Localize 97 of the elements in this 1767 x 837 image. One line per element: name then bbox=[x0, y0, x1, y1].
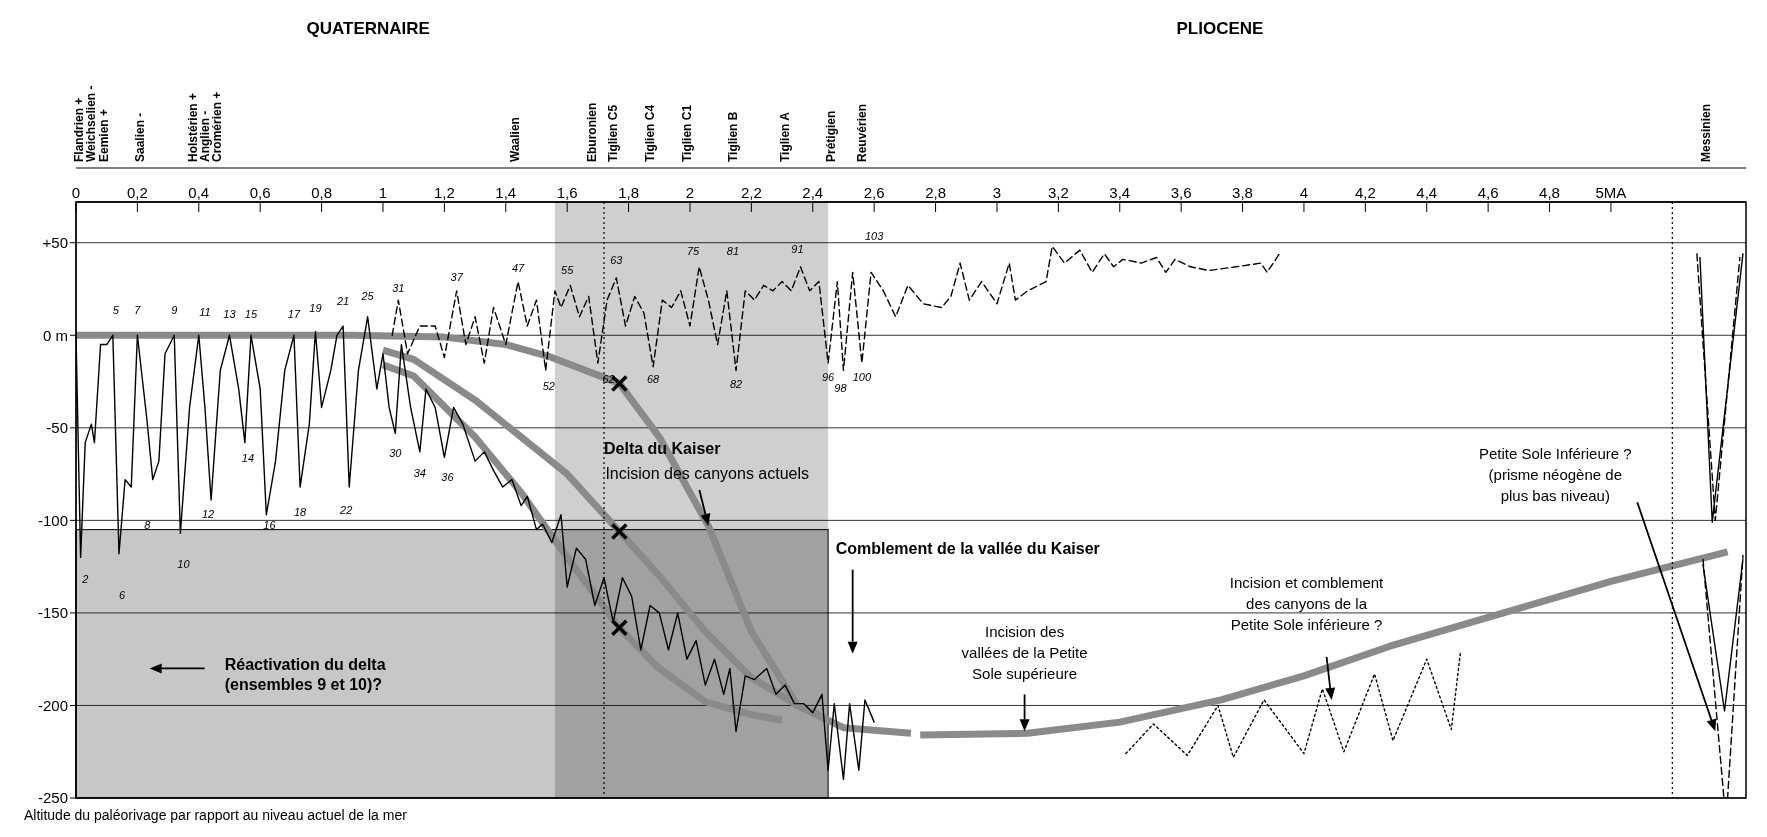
annotation: 37 bbox=[450, 270, 464, 283]
text: Reuvérien bbox=[854, 103, 869, 162]
text: Tiglien C1 bbox=[679, 104, 694, 162]
annotation: 68 bbox=[647, 372, 661, 385]
annotation: 25 bbox=[360, 289, 375, 302]
annotation: 55 bbox=[561, 263, 575, 276]
x-tick-label: 1 bbox=[378, 184, 388, 201]
x-tick-label: 1,8 bbox=[618, 184, 639, 201]
text: Tiglien C5 bbox=[606, 104, 621, 162]
x-tick-label: 0,6 bbox=[249, 184, 271, 201]
annotation: 19 bbox=[309, 302, 322, 315]
annotation: 81 bbox=[726, 245, 740, 258]
x-tick-label: 0,8 bbox=[311, 184, 333, 201]
x-tick-label: 4,8 bbox=[1539, 184, 1560, 201]
annotation: Petite Sole Inférieure ? (prisme néogène de plus bas niveau) bbox=[1479, 445, 1632, 505]
annotation: Delta du Kaiser bbox=[604, 439, 721, 457]
annotation: 22 bbox=[339, 504, 353, 517]
text: PLIOCENE bbox=[1176, 19, 1264, 38]
annotation: 82 bbox=[729, 378, 743, 391]
text: QUATERNAIRE bbox=[306, 19, 430, 38]
annotation: 10 bbox=[177, 557, 191, 570]
text: Tiglien A bbox=[778, 111, 793, 162]
x-tick-label: 4,2 bbox=[1354, 184, 1376, 201]
annotation: 16 bbox=[263, 518, 277, 531]
x-tick-label: 1,6 bbox=[556, 184, 578, 201]
annotation: 8 bbox=[144, 518, 152, 531]
x-tick-label: 4,6 bbox=[1477, 184, 1499, 201]
text: Flandrien + bbox=[72, 97, 87, 162]
x-tick-label: 5MA bbox=[1595, 184, 1627, 201]
annotation: 13 bbox=[223, 308, 237, 321]
x-tick-label: 2,2 bbox=[740, 184, 762, 201]
annotation: 91 bbox=[791, 243, 804, 256]
annotation: 52 bbox=[542, 380, 555, 393]
annotation: 63 bbox=[610, 254, 624, 267]
y-tick-label: 0 m bbox=[42, 326, 68, 344]
x-tick-label: 3 bbox=[992, 184, 1002, 201]
x-tick-label: 4,4 bbox=[1416, 184, 1438, 201]
annotation: Comblement de la vallée du Kaiser bbox=[835, 539, 1100, 557]
y-tick-label: -100 bbox=[37, 511, 68, 529]
x-tick-label: 0 bbox=[71, 184, 81, 201]
annotation: 36 bbox=[441, 470, 455, 483]
text: Altitude du paléorivage par rapport au niveau actuel de la mer bbox=[24, 807, 408, 823]
annotation: 5 bbox=[112, 304, 120, 317]
annotation: Incision et comblement des canyons de la Petite Sole inférieure ? bbox=[1229, 573, 1385, 633]
annotation: 15 bbox=[244, 308, 258, 321]
annotation: Incision des canyons actuels bbox=[605, 464, 810, 482]
text: Tiglien B bbox=[725, 111, 740, 162]
annotation: Incision des vallées de la Petite Sole supérieure bbox=[961, 623, 1088, 683]
x-tick-label: 0,4 bbox=[188, 184, 210, 201]
text: Messinien bbox=[1699, 103, 1714, 162]
y-tick-label: -50 bbox=[46, 419, 68, 437]
text: Prétigien bbox=[824, 110, 839, 162]
annotation: 2 bbox=[81, 572, 89, 585]
annotation: 96 bbox=[821, 370, 836, 383]
annotation: 17 bbox=[287, 308, 301, 321]
annotation: 18 bbox=[293, 506, 308, 518]
annotation: 31 bbox=[392, 282, 405, 295]
x-tick-label: 1,4 bbox=[495, 184, 517, 201]
text: Waalien bbox=[507, 117, 522, 162]
x-tick-label: 4 bbox=[1299, 184, 1309, 201]
x-tick-label: 3,4 bbox=[1109, 184, 1131, 201]
text: Holstérien + bbox=[185, 92, 200, 162]
y-tick-label: -250 bbox=[37, 789, 68, 807]
annotation: 34 bbox=[413, 467, 426, 480]
y-tick-label: -150 bbox=[37, 604, 68, 622]
annotation: 12 bbox=[201, 507, 215, 520]
annotation: 30 bbox=[389, 446, 403, 459]
x-tick-label: 3,2 bbox=[1047, 184, 1069, 201]
x-tick-label: 1,2 bbox=[433, 184, 455, 201]
annotation: 11 bbox=[199, 306, 211, 319]
annotation: 9 bbox=[171, 304, 178, 317]
text: Cromérien + bbox=[210, 91, 225, 162]
text: Tiglien C4 bbox=[643, 104, 658, 162]
text: Saalien - bbox=[133, 112, 148, 162]
annotation: 7 bbox=[134, 304, 142, 317]
annotation: 14 bbox=[241, 452, 255, 465]
annotation: 98 bbox=[834, 381, 848, 394]
text: Weichselien - bbox=[84, 85, 99, 162]
x-tick-label: 2,8 bbox=[925, 184, 946, 201]
x-tick-label: 2,4 bbox=[802, 184, 824, 201]
annotation: 47 bbox=[511, 261, 526, 274]
x-tick-label: 2,6 bbox=[863, 184, 885, 201]
text: Eburonien bbox=[584, 102, 599, 162]
text: Eemien + bbox=[96, 108, 111, 162]
x-tick-label: 3,6 bbox=[1170, 184, 1192, 201]
annotation: 103 bbox=[864, 230, 885, 243]
annotation: 21 bbox=[335, 295, 350, 308]
annotation: Réactivation du delta (ensembles 9 et 10)? bbox=[224, 656, 386, 694]
x-tick-label: 3,8 bbox=[1232, 184, 1253, 201]
text: Anglien - bbox=[197, 110, 212, 162]
y-tick-label: +50 bbox=[42, 234, 68, 252]
annotation: 75 bbox=[686, 245, 701, 258]
y-tick-label: -200 bbox=[37, 696, 68, 714]
x-tick-label: 2 bbox=[685, 184, 695, 201]
annotation: 100 bbox=[852, 370, 872, 383]
x-tick-label: 0,2 bbox=[126, 184, 148, 201]
annotation: 6 bbox=[118, 589, 126, 602]
